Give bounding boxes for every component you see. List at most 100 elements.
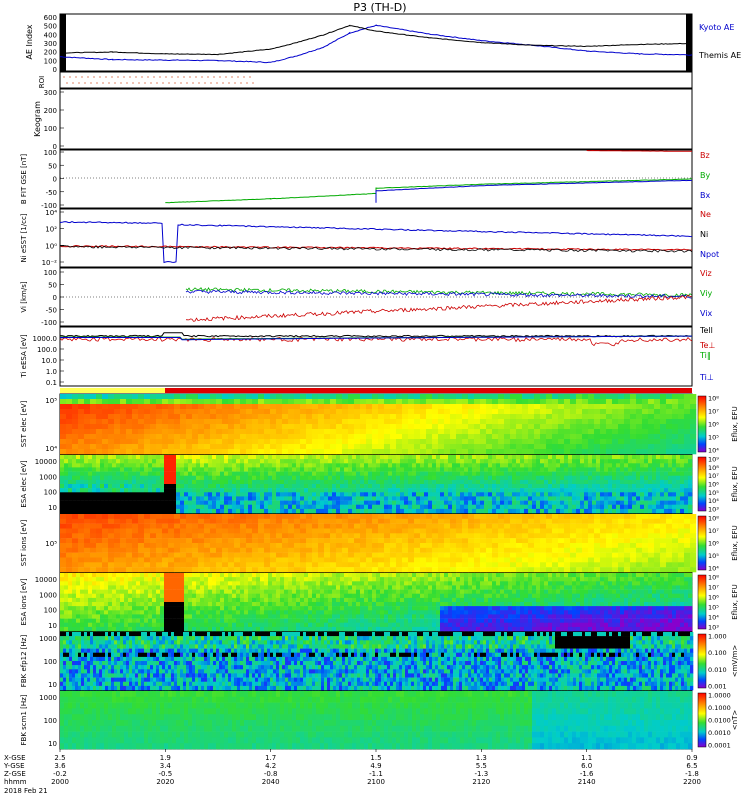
esa-e-cell (132, 463, 136, 467)
esa-e-cell (352, 455, 356, 459)
esa-e-cell (580, 484, 584, 488)
esa-e-cell (460, 492, 464, 496)
esa-e-cell (112, 505, 116, 509)
sst-e-cell (672, 419, 678, 424)
esa-e-cell (280, 492, 284, 496)
sst-i-cell (438, 538, 444, 543)
sst-i-cell (318, 553, 324, 558)
esa-e-cell (212, 467, 216, 471)
sst-i-cell (360, 538, 366, 543)
esa-e-cell (588, 476, 592, 480)
esa-e-cell (392, 476, 396, 480)
esa-e-cell (532, 472, 536, 476)
sst-i-cell (642, 524, 648, 529)
esa-e-cell (332, 455, 336, 459)
sst-i-cell (618, 543, 624, 548)
esa-e-cell (308, 509, 312, 513)
sst-i-cell (96, 514, 102, 519)
esa-e-cell (452, 459, 456, 463)
sst-i-cell (336, 548, 342, 553)
sst-i-cell (282, 548, 288, 553)
sst-e-cell (402, 394, 408, 399)
sst-e-cell (246, 409, 252, 414)
sst-i-cell (450, 562, 456, 567)
sst-i-cell (426, 553, 432, 558)
sst-e-cell (498, 409, 504, 414)
esa-e-cell (228, 509, 232, 513)
esa-e-cell (644, 472, 648, 476)
sst-i-cell (666, 529, 672, 534)
sst-e-cell (96, 419, 102, 424)
esa-e-cell (476, 463, 480, 467)
sst-i-cell (504, 553, 510, 558)
esa-e-cell (676, 455, 680, 459)
sst-i-cell (240, 558, 246, 563)
esa-e-cell (664, 488, 668, 492)
sst-i-cell (78, 567, 84, 572)
sst-i-cell (252, 524, 258, 529)
esa-e-cell (300, 488, 304, 492)
sst-e-cell (150, 394, 156, 399)
esa-e-cell (316, 488, 320, 492)
sst-e-cell (492, 429, 498, 434)
esa-e-cell (568, 480, 572, 484)
esa-e-cell (228, 455, 232, 459)
sst-e-cell (564, 404, 570, 409)
sst-i-cell (174, 567, 180, 572)
sst-e-cell (144, 409, 150, 414)
sst-i-cell (522, 567, 528, 572)
sst-i-cell (402, 562, 408, 567)
esa-e-cell (512, 492, 516, 496)
sst-e-cell (426, 404, 432, 409)
sst-i-cell (288, 524, 294, 529)
sst-i-cell (378, 553, 384, 558)
esa-e-cell (192, 501, 196, 505)
sst-i-cell (312, 543, 318, 548)
esa-e-cell (248, 463, 252, 467)
sst-e-cell (474, 419, 480, 424)
esa-e-cell (444, 480, 448, 484)
sst-e-cell (534, 449, 540, 454)
roi-dot (240, 82, 241, 83)
esa-e-cell (424, 455, 428, 459)
esa-e-cell (196, 496, 200, 500)
esa-e-cell (480, 459, 484, 463)
sst-e-cell (498, 444, 504, 449)
esa-e-cell (544, 509, 548, 513)
sst-i-cell (222, 558, 228, 563)
sst-i-cell (192, 548, 198, 553)
esa-e-cell (60, 488, 64, 492)
esa-e-cell (388, 484, 392, 488)
sst-e-cell (522, 399, 528, 404)
sst-i-cell (516, 562, 522, 567)
sst-i-cell (342, 562, 348, 567)
sst-i-cell (66, 558, 72, 563)
sst-i-cell (168, 543, 174, 548)
esa-e-cell (468, 480, 472, 484)
sst-e-cell (72, 449, 78, 454)
esa-e-cell (384, 505, 388, 509)
sst-i-cell (126, 519, 132, 524)
esa-e-cell (656, 484, 660, 488)
esa-e-cell (104, 496, 108, 500)
sst-i-cell (282, 567, 288, 572)
sst-i-cell (432, 558, 438, 563)
sst-i-cell (606, 524, 612, 529)
esa-e-cell (224, 509, 228, 513)
esa-e-cell (592, 505, 596, 509)
esa-e-cell (684, 463, 688, 467)
sst-i-cell (312, 558, 318, 563)
sst-i-cell (594, 567, 600, 572)
sst-i-cell (192, 567, 198, 572)
sst-e-cell (684, 434, 690, 439)
sst-e-cell (318, 429, 324, 434)
sst-e-cell (186, 429, 192, 434)
sst-e-cell (174, 429, 180, 434)
esa-e-cell (204, 459, 208, 463)
esa-e-cell (332, 492, 336, 496)
sst-i-cell (468, 562, 474, 567)
esa-e-cell (324, 484, 328, 488)
sst-i-cell (510, 553, 516, 558)
sst-e-cell (588, 449, 594, 454)
esa-e-cell (472, 472, 476, 476)
